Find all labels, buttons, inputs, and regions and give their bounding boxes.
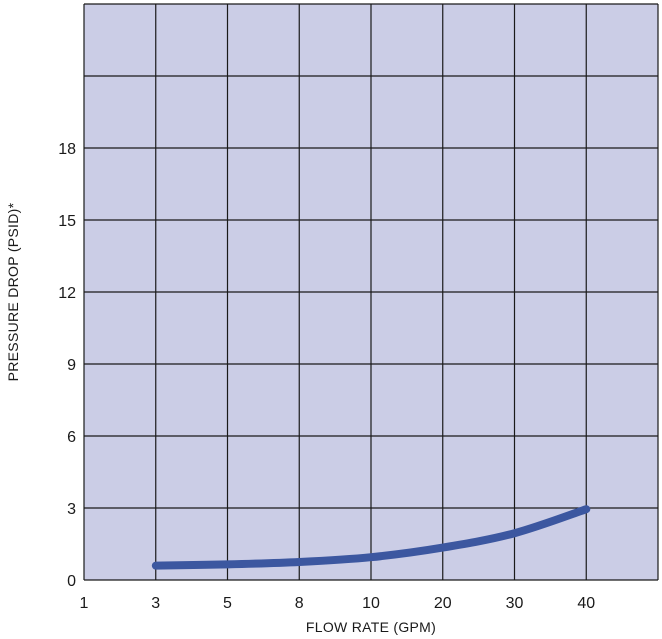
y-axis-title: PRESSURE DROP (PSID)*: [5, 202, 21, 381]
y-tick-label: 0: [67, 573, 76, 590]
y-tick-label: 3: [67, 501, 76, 518]
x-tick-label: 8: [295, 595, 304, 612]
y-tick-label: 12: [58, 285, 76, 302]
x-tick-label: 10: [362, 595, 380, 612]
x-tick-label: 40: [577, 595, 595, 612]
x-tick-label: 5: [223, 595, 232, 612]
x-tick-label: 30: [506, 595, 524, 612]
x-tick-label: 1: [80, 595, 89, 612]
y-tick-label: 9: [67, 357, 76, 374]
y-tick-label: 18: [58, 141, 76, 158]
x-tick-label: 3: [151, 595, 160, 612]
y-tick-label: 15: [58, 213, 76, 230]
x-tick-label: 20: [434, 595, 452, 612]
y-tick-label: 6: [67, 429, 76, 446]
x-axis-title: FLOW RATE (GPM): [306, 619, 436, 635]
